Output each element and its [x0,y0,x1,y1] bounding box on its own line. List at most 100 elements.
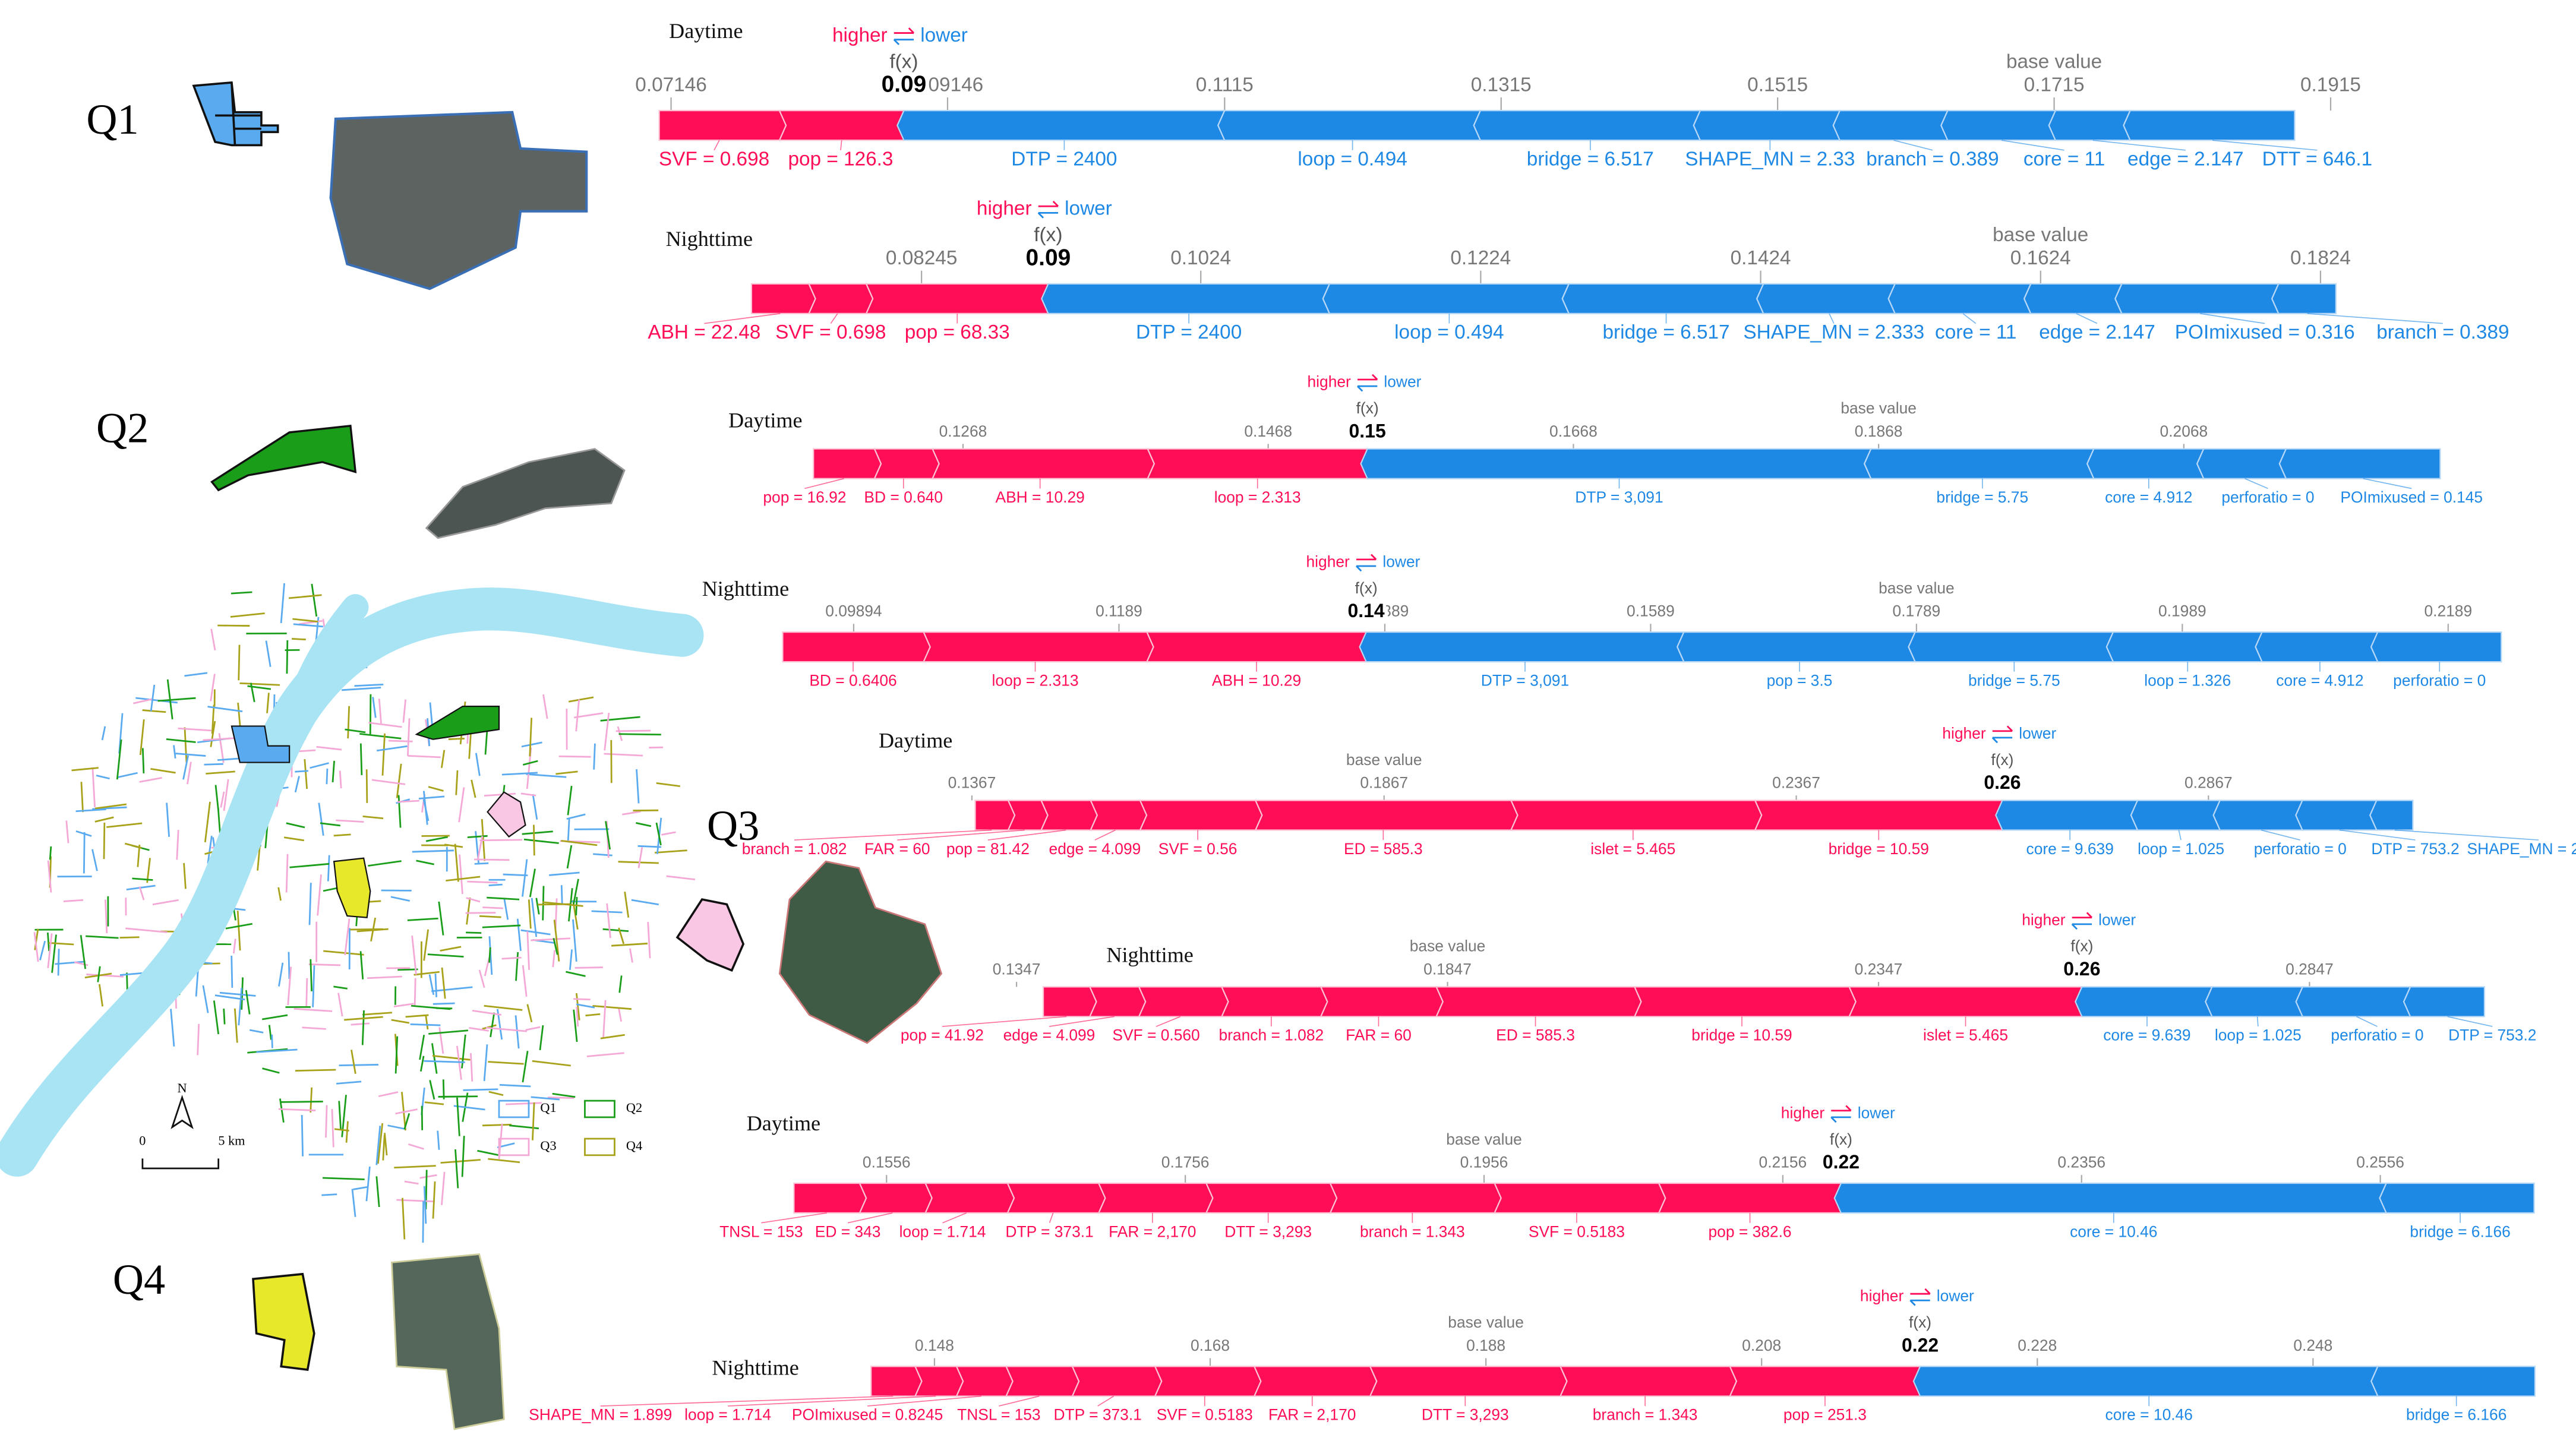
negative-segment [1863,448,2095,479]
feature-label: loop = 2.313 [1214,488,1301,506]
road [390,896,411,902]
road [322,1177,365,1180]
road [465,912,496,914]
road [478,969,485,988]
road [368,860,402,867]
negative-segment [2048,110,2132,141]
road [211,704,215,734]
feature-label: ABH = 10.29 [996,488,1085,506]
road [412,849,454,853]
positive-segment [1205,1182,1338,1214]
feature-label: DTP = 2400 [1136,321,1242,343]
higher-label: higher [832,24,888,46]
label-connector [2394,829,2539,841]
feature-label: bridge = 6.517 [1527,148,1654,170]
arrow-left [1830,1116,1851,1123]
road [97,966,101,982]
road [431,1043,438,1074]
feature-label: SHAPE_MN = 2.333 [1743,321,1924,343]
feature-label: perforatio = 0 [2393,671,2486,689]
road [299,620,323,625]
negative-segment [2295,800,2378,831]
positive-segment [931,448,1156,479]
road [384,1133,388,1156]
road [647,922,651,959]
road [558,755,591,758]
road [331,1109,334,1148]
fx-caption: f(x) [1830,1130,1852,1148]
road [375,1176,380,1208]
road [223,779,229,811]
road [488,1158,520,1164]
road [591,910,623,914]
road [467,835,488,838]
label-connector [2002,140,2064,151]
road [138,886,145,900]
road [368,722,402,728]
road [526,931,530,970]
tick-label: 0.1868 [1855,422,1903,440]
positive-segment [858,1182,933,1214]
tick-label: 0.1189 [1096,602,1142,620]
road [302,1026,326,1030]
road [342,687,381,691]
scale-label: 0 [139,1133,146,1148]
road [522,1051,529,1083]
road [441,1171,446,1205]
road [458,787,465,823]
label-connector [2261,829,2300,841]
label-connector [1049,1016,1115,1027]
legend-label: Q3 [540,1138,556,1153]
road [454,843,459,882]
road [47,932,50,952]
road [469,1027,489,1032]
feature-label: SVF = 0.5183 [1529,1222,1625,1240]
label-connector [1049,1212,1054,1223]
negative-segment [2271,283,2337,314]
road [532,1060,571,1067]
road [339,1064,379,1067]
positive-segment [1658,1182,1849,1214]
tick-label: 0.1515 [1747,74,1808,96]
tick-label: 0.1824 [2290,247,2351,269]
road [101,726,106,741]
road [133,698,152,704]
feature-label: DTP = 3,091 [1575,488,1663,506]
road [202,985,209,1013]
road [268,1025,272,1040]
road [336,1080,362,1085]
label-connector [987,829,1066,841]
tick-label: 0.2156 [1759,1154,1807,1171]
road [618,733,661,736]
feature-label: loop = 1.326 [2144,671,2231,689]
feature-label: DTP = 2400 [1011,148,1117,170]
label-connector [897,829,1025,841]
tick-label: 0.1268 [939,422,987,440]
label-connector [999,1395,1040,1407]
arrow-right [1910,1288,1931,1295]
base-value-label: base value [1410,937,1486,955]
feature-label: loop = 2.313 [992,671,1079,689]
positive-segment [1006,1182,1106,1214]
quadrant-label: Q4 [113,1256,165,1303]
higher-label: higher [977,198,1032,220]
feature-label: ABH = 22.48 [648,321,760,343]
plot-title: Daytime [879,729,952,753]
road [91,767,96,808]
road [438,901,444,936]
road [539,1025,544,1051]
fx-caption: f(x) [1356,399,1379,417]
road [573,712,604,719]
road [459,854,463,895]
positive-segment [1138,986,1229,1018]
positive-segment [914,1366,964,1397]
road [573,998,591,1001]
road [434,973,438,997]
negative-segment [1360,448,1873,479]
positive-segment [1493,1182,1666,1214]
road [446,876,481,881]
tick-label: 0.208 [1742,1336,1781,1354]
road [230,612,265,618]
road [310,762,329,769]
base-value-label: base value [1346,751,1422,769]
